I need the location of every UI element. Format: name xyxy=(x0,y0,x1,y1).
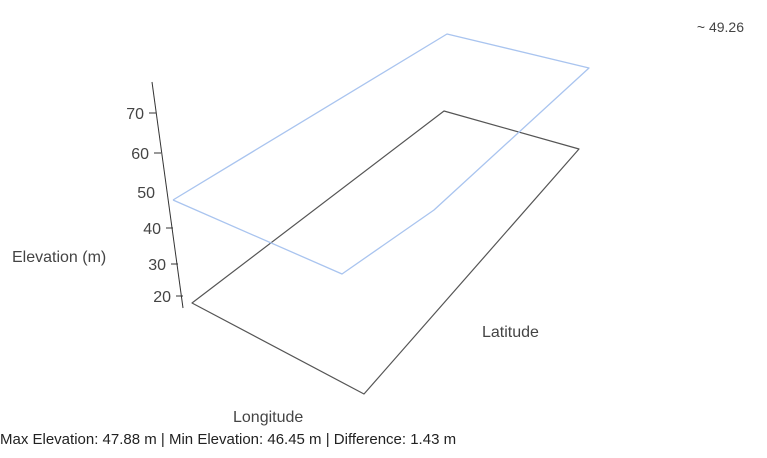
elevation-stats: Max Elevation: 47.88 m | Min Elevation: … xyxy=(0,431,457,448)
z-tick-label: 70 xyxy=(126,106,144,123)
longitude-axis-title: Longitude xyxy=(233,409,303,426)
legend-value: ~ 49.26 xyxy=(697,19,744,35)
z-tick-label: 30 xyxy=(148,257,166,274)
z-tick-label: 60 xyxy=(131,146,149,163)
elevation-surface xyxy=(172,33,590,275)
elevation-axis-line xyxy=(151,81,184,309)
latitude-axis-title: Latitude xyxy=(482,324,539,341)
z-axis-title: Elevation (m) xyxy=(12,249,106,266)
z-tick-label: 20 xyxy=(153,289,171,306)
z-tick-label: 40 xyxy=(143,221,161,238)
z-tick-label: 50 xyxy=(137,185,155,202)
base-plane-outline xyxy=(191,110,580,395)
